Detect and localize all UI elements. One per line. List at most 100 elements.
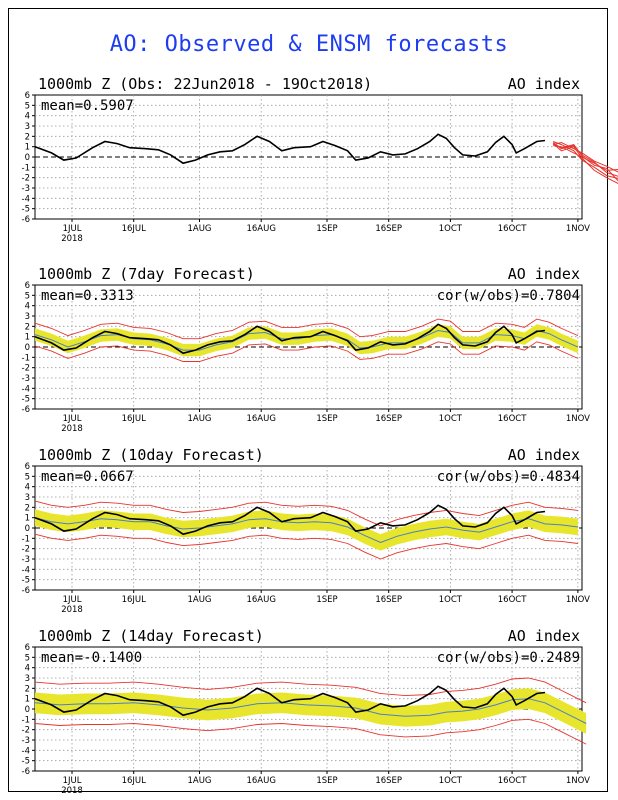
- y-tick-label: 0: [25, 705, 30, 715]
- y-tick-label: -5: [22, 205, 30, 215]
- x-tick-label: 16OCT: [498, 224, 527, 234]
- year-label: 2018: [61, 234, 83, 244]
- y-tick-label: -3: [22, 374, 30, 384]
- x-tick-label: 16OCT: [498, 776, 527, 786]
- forecast-member-line: [552, 143, 618, 184]
- chart-panel-1: 1000mb Z (Obs: 22Jun2018 - 19Oct2018) AO …: [22, 75, 618, 244]
- ensemble-mean-line: [34, 517, 578, 544]
- y-tick-label: -4: [22, 194, 30, 204]
- y-tick-label: -1: [22, 715, 30, 725]
- x-tick-label: 1JUL: [63, 414, 82, 424]
- chart-panel-2: 1000mb Z (7day Forecast) AO index 1JUL 16JU…: [22, 265, 591, 434]
- x-tick-label: 16OCT: [498, 414, 527, 424]
- y-tick-label: -1: [22, 353, 30, 363]
- year-label: 2018: [61, 605, 83, 615]
- y-tick-label: -5: [22, 576, 30, 586]
- y-tick-label: 3: [25, 122, 30, 132]
- y-tick-label: -3: [22, 555, 30, 565]
- x-tick-label: 16SEP: [375, 595, 402, 605]
- y-tick-label: -6: [22, 586, 30, 596]
- y-tick-label: 6: [25, 643, 30, 653]
- x-tick-label: 16JUL: [122, 414, 147, 424]
- y-tick-label: 1: [25, 514, 30, 524]
- observed-line: [34, 685, 546, 717]
- y-tick-label: 3: [25, 312, 30, 322]
- x-tick-label: 16SEP: [375, 414, 402, 424]
- x-tick-label: 1NOV: [566, 414, 590, 424]
- x-tick-label: 1NOV: [566, 224, 590, 234]
- panel-right-label: AO index: [508, 627, 580, 645]
- y-tick-label: 4: [25, 483, 30, 493]
- y-tick-label: 0: [25, 153, 30, 163]
- envelope-upper-line: [34, 677, 587, 704]
- y-tick-label: 1: [25, 695, 30, 705]
- observed-line: [34, 323, 546, 355]
- y-tick-label: 3: [25, 493, 30, 503]
- x-tick-label: 16SEP: [375, 776, 402, 786]
- y-tick-label: 5: [25, 291, 30, 301]
- y-tick-label: 2: [25, 132, 30, 142]
- y-tick-label: 6: [25, 462, 30, 472]
- x-tick-label: 1NOV: [566, 776, 590, 786]
- y-tick-label: 4: [25, 112, 30, 122]
- panel-right-label: AO index: [508, 265, 580, 283]
- envelope-lower-line: [34, 533, 578, 560]
- y-tick-label: -1: [22, 163, 30, 173]
- y-tick-label: 0: [25, 524, 30, 534]
- x-tick-label: 1SEP: [316, 776, 337, 786]
- stat-mean: mean=0.5907: [41, 98, 134, 114]
- y-tick-label: 2: [25, 322, 30, 332]
- x-tick-label: 16SEP: [375, 224, 402, 234]
- y-tick-label: 5: [25, 101, 30, 111]
- stat-mean: mean=0.0667: [41, 469, 134, 485]
- x-tick-label: 1AUG: [187, 224, 211, 234]
- x-tick-label: 1OCT: [439, 776, 463, 786]
- figure-title: AO: Observed & ENSM forecasts: [109, 32, 509, 57]
- stat-mean: mean=0.3313: [41, 288, 134, 304]
- panel-title: 1000mb Z (10day Forecast): [38, 446, 264, 464]
- x-tick-label: 1SEP: [316, 414, 337, 424]
- panel-title: 1000mb Z (14day Forecast): [38, 627, 264, 645]
- y-tick-label: -4: [22, 565, 30, 575]
- y-tick-label: 4: [25, 302, 30, 312]
- x-tick-label: 16OCT: [498, 595, 527, 605]
- stat-mean: mean=-0.1400: [41, 650, 142, 666]
- spread-band: [35, 324, 578, 357]
- x-tick-label: 16AUG: [246, 776, 275, 786]
- chart-panel-3: 1000mb Z (10day Forecast) AO index 1JUL 16J…: [22, 446, 591, 615]
- y-tick-label: 2: [25, 684, 30, 694]
- y-tick-label: -2: [22, 364, 30, 374]
- envelope-lower-line: [34, 341, 579, 362]
- figure-frame: [8, 8, 608, 792]
- x-tick-label: 1JUL: [63, 224, 82, 234]
- x-tick-label: 1JUL: [63, 776, 82, 786]
- envelope-lower-line: [34, 718, 587, 745]
- spread-band: [35, 509, 578, 551]
- y-tick-label: 6: [25, 91, 30, 101]
- y-tick-label: 3: [25, 674, 30, 684]
- panel-right-label: AO index: [508, 446, 580, 464]
- y-tick-label: -6: [22, 405, 30, 415]
- panel-title: 1000mb Z (Obs: 22Jun2018 - 19Oct2018): [38, 75, 372, 93]
- envelope-upper-line: [34, 318, 579, 340]
- observed-line: [34, 504, 546, 536]
- y-tick-label: -2: [22, 726, 30, 736]
- x-tick-label: 1AUG: [187, 776, 211, 786]
- spread-band: [35, 688, 587, 734]
- y-tick-label: 2: [25, 503, 30, 513]
- forecast-member-line: [553, 145, 618, 171]
- y-tick-label: -4: [22, 746, 30, 756]
- chart-panel-4: 1000mb Z (14day Forecast) AO index 1JUL 16J…: [22, 627, 591, 796]
- y-tick-label: 1: [25, 143, 30, 153]
- year-label: 2018: [61, 424, 83, 434]
- x-tick-label: 1AUG: [187, 414, 211, 424]
- y-tick-label: -6: [22, 215, 30, 225]
- x-tick-label: 16AUG: [246, 595, 275, 605]
- x-tick-label: 16AUG: [246, 224, 275, 234]
- x-tick-label: 16JUL: [122, 776, 147, 786]
- stat-correlation: cor(w/obs)=0.7804: [437, 288, 580, 304]
- y-tick-label: -2: [22, 174, 30, 184]
- envelope-upper-line: [34, 500, 578, 527]
- observed-line: [34, 133, 546, 165]
- y-tick-label: -3: [22, 736, 30, 746]
